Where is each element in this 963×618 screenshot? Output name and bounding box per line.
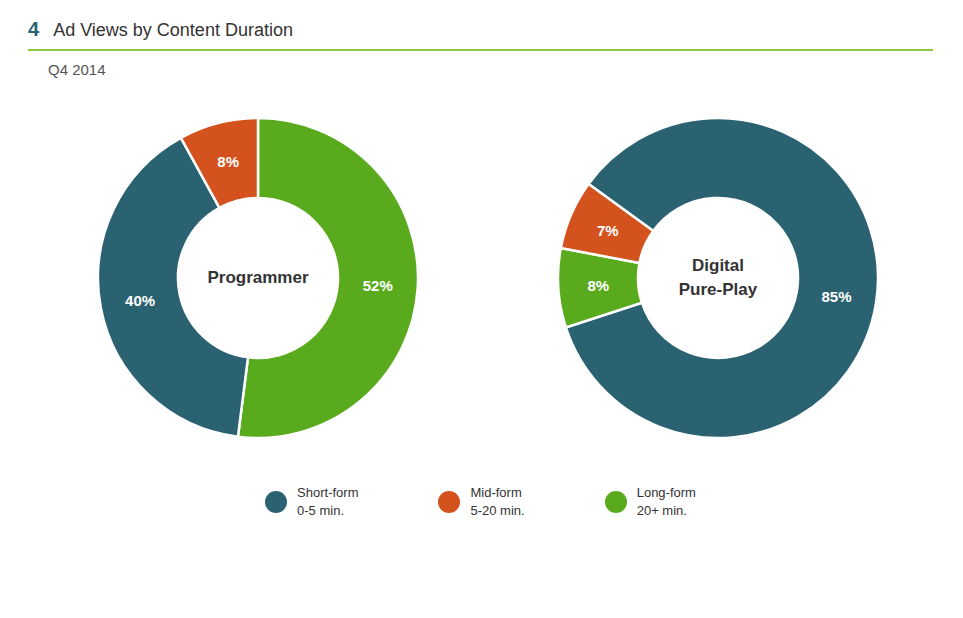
html-text:Mid-form 5-20 min.: Mid-form 5-20 min. (470, 485, 525, 518)
svg-text:40%: 40% (125, 292, 155, 309)
html-text:Digital Pure-Play: Digital Pure-Play (678, 256, 758, 299)
svg-text:85%: 85% (822, 288, 852, 305)
html-text:Ad Views by Content Duration: Ad Views by Content Duration (53, 20, 293, 40)
html-text:Q4 2014: Q4 2014 (48, 61, 106, 78)
svg-text:52%: 52% (363, 277, 393, 294)
html-text:Short-form 0-5 min.: Short-form 0-5 min. (297, 485, 359, 518)
svg-text:7%: 7% (597, 222, 619, 239)
html-text:Long-form 20+ min.: Long-form 20+ min. (636, 485, 696, 518)
svg-text:8%: 8% (217, 153, 239, 170)
svg-text:8%: 8% (587, 277, 609, 294)
html-text:Programmer: Programmer (207, 268, 309, 288)
html-text:4: 4 (28, 18, 40, 40)
